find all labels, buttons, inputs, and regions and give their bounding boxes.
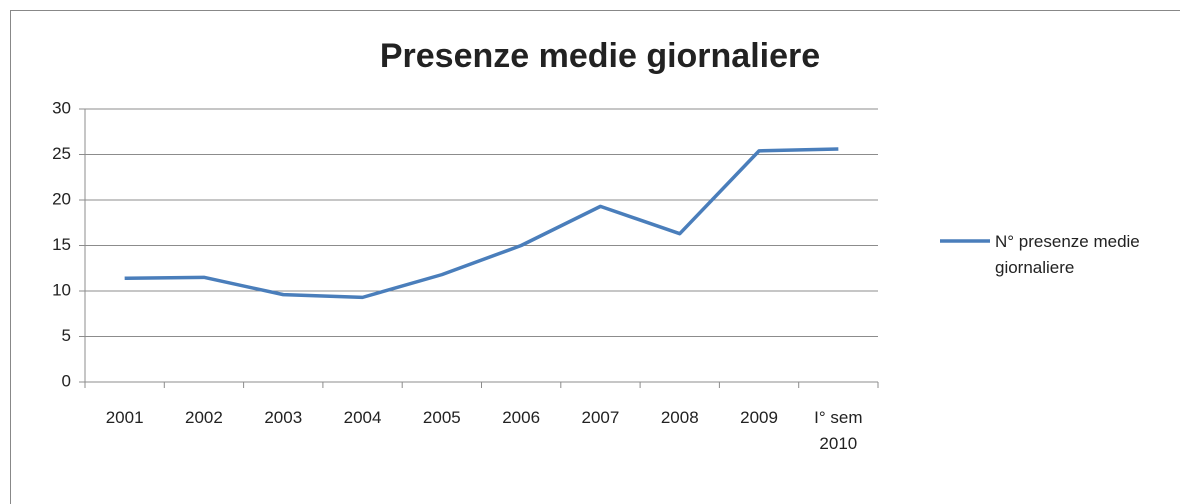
- x-tick-label: I° sem 2010: [814, 408, 863, 453]
- y-tick-label: 25: [52, 144, 71, 163]
- y-tick-label: 20: [52, 189, 71, 208]
- chart-title: Presenze medie giornaliere: [380, 37, 820, 75]
- x-tick-label: 2003: [264, 408, 303, 427]
- legend-label: N° presenze medie giornaliere: [995, 232, 1140, 277]
- data-line: [124, 147, 839, 300]
- y-tick-label: 0: [62, 371, 71, 390]
- x-tick-label: 2001: [105, 408, 144, 427]
- x-tick-label: 2007: [581, 408, 620, 427]
- y-tick-label: 15: [52, 235, 71, 254]
- y-tick-label: 10: [52, 280, 71, 299]
- x-tick-label: 2002: [185, 408, 223, 427]
- chart-border: [10, 10, 1180, 504]
- x-tick-label: 2008: [660, 408, 699, 427]
- x-tick-label: 2005: [422, 408, 461, 427]
- x-tick-label: 2006: [502, 408, 541, 427]
- x-tick-label: 2009: [740, 408, 778, 427]
- y-tick-label: 5: [62, 326, 71, 345]
- y-tick-label: 30: [52, 98, 71, 117]
- x-tick-label: 2004: [343, 408, 382, 427]
